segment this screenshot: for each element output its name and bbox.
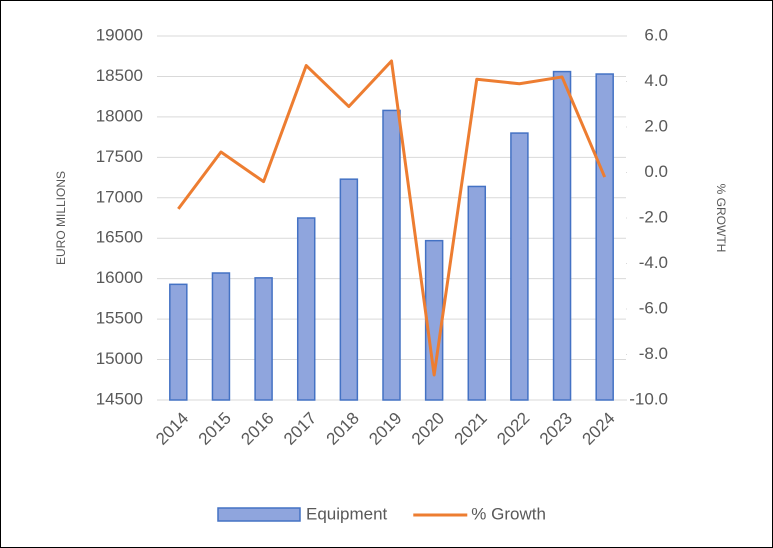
bar: [339, 178, 359, 401]
y-tick-label: 16500: [96, 228, 143, 247]
legend-swatch: [217, 507, 301, 522]
y-tick-label: 18500: [96, 66, 143, 85]
y2-tick-label: -6.0: [639, 298, 668, 317]
bar: [382, 109, 401, 401]
y2-tick-label: 0.0: [644, 162, 668, 181]
bar: [510, 132, 529, 401]
y2-tick-label: 4.0: [644, 71, 668, 90]
y2-tick-label: -4.0: [639, 253, 668, 272]
y2-tick-label: -2.0: [639, 207, 668, 226]
bar: [595, 73, 614, 401]
bar: [211, 272, 231, 401]
y-tick-label: 17500: [96, 147, 143, 166]
y-tick-label: 18000: [96, 106, 143, 125]
y-tick-label: 16000: [96, 268, 143, 287]
y-axis-label: EURO MILLIONS: [54, 171, 68, 265]
bar: [467, 185, 487, 401]
bar: [254, 277, 273, 401]
line: [177, 59, 607, 377]
y2-axis-label: % GROWTH: [714, 184, 728, 253]
bar: [169, 283, 188, 401]
y2-tick-label: -8.0: [639, 344, 668, 363]
y-tick-label: 17000: [96, 187, 143, 206]
y-tick-label: 15000: [96, 349, 143, 368]
y2-tick-label: -10.0: [629, 389, 668, 408]
y-tick-label: 19000: [96, 25, 143, 44]
bar: [552, 70, 572, 401]
y2-tick-label: 2.0: [644, 116, 668, 135]
y-tick-label: 15500: [96, 309, 143, 328]
legend-label: % Growth: [471, 504, 546, 523]
y-tick-label: 14500: [96, 389, 143, 408]
bar: [296, 217, 316, 401]
y2-tick-label: 6.0: [644, 25, 668, 44]
legend-label: Equipment: [306, 504, 388, 523]
